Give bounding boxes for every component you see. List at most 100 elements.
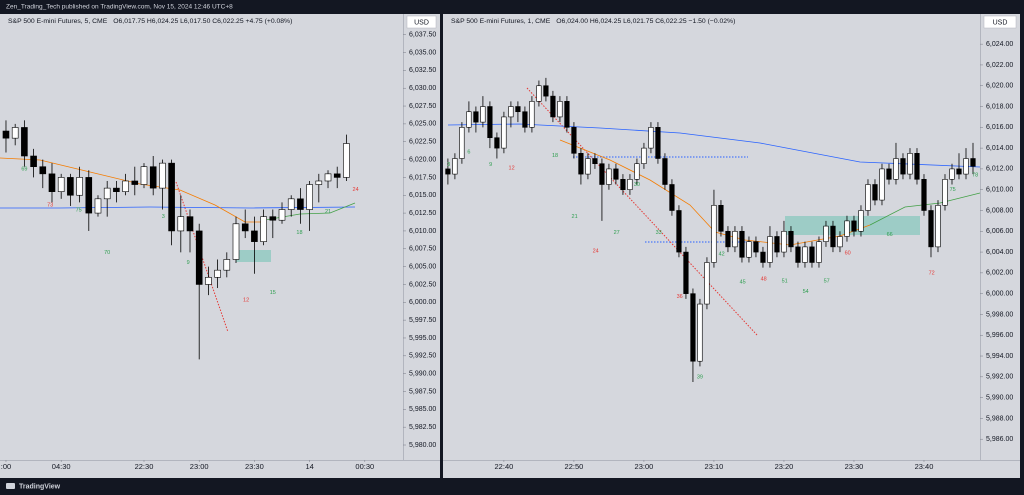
ma-line (0, 206, 356, 209)
bar-count-label: 9 (187, 260, 190, 266)
candle-body (592, 158, 598, 165)
candle-body (241, 223, 249, 232)
candle-body (949, 168, 955, 180)
candle-body (287, 198, 295, 210)
bar-count-label: 18 (552, 153, 558, 159)
candle-body (585, 158, 591, 175)
bar-count-label: 21 (325, 209, 331, 215)
y-tick-label: 5,997.50 (409, 317, 436, 324)
candle-body (641, 147, 647, 165)
candle-body (529, 101, 535, 128)
candle-body (501, 116, 507, 149)
candle-body (690, 293, 696, 362)
bar-count-label: 48 (761, 277, 767, 283)
candle-body (543, 85, 549, 97)
candle-body (94, 198, 102, 214)
candle-body (205, 277, 212, 285)
chart-legend: S&P 500 E-mini Futures, 5, CME (8, 18, 108, 25)
bar-count-label: 39 (697, 374, 703, 380)
candle-body (522, 111, 528, 128)
y-tick-label: 5,998.00 (986, 311, 1013, 318)
candle-body (39, 166, 47, 175)
y-tick-label: 6,002.00 (986, 270, 1013, 277)
candle-body (606, 168, 612, 185)
x-tick-label: 23:00 (635, 462, 654, 471)
candle-body (223, 259, 231, 271)
y-tick-label: 6,024.00 (986, 41, 1013, 48)
left-panel (0, 14, 440, 478)
candle-body (536, 85, 542, 102)
candle-body (131, 180, 139, 185)
y-tick-label: 5,980.00 (409, 442, 436, 449)
candle-body (739, 230, 745, 258)
y-tick-label: 6,037.50 (409, 32, 436, 39)
x-tick-label: 23:40 (915, 462, 934, 471)
candle-body (711, 204, 717, 263)
bar-count-label: 9 (489, 162, 492, 168)
candle-body (232, 223, 240, 260)
y-tick-label: 6,007.50 (409, 246, 436, 253)
candle-body (809, 246, 815, 263)
candle-body (177, 216, 185, 232)
candle-body (697, 303, 703, 362)
currency-box (406, 15, 437, 29)
candle-body (900, 158, 906, 175)
candle-body (445, 168, 451, 175)
y-tick-label: 6,015.00 (409, 192, 436, 199)
candle-body (214, 269, 221, 278)
candle-body (956, 168, 962, 175)
candle-body (269, 216, 277, 221)
candle-body (669, 184, 675, 211)
bar-count-label: 24 (593, 248, 599, 254)
candle-body (571, 127, 577, 154)
candle-body (830, 225, 836, 248)
y-tick-label: 6,030.00 (409, 85, 436, 92)
bar-count-label: 21 (572, 214, 578, 220)
candle-body (963, 158, 969, 175)
publish-header: Zen_Trading_Tech published on TradingVie… (6, 4, 233, 11)
y-tick-label: 6,012.00 (986, 166, 1013, 173)
x-tick-label: 14 (305, 462, 313, 471)
candle-body (278, 209, 286, 221)
y-tick-label: 6,006.00 (986, 228, 1013, 235)
y-tick-label: 6,027.50 (409, 103, 436, 110)
y-tick-label: 6,022.00 (986, 62, 1013, 69)
candle-body (251, 230, 258, 242)
y-tick-label: 6,004.00 (986, 249, 1013, 256)
candle-body (487, 106, 493, 139)
candle-body (315, 180, 323, 185)
bar-count-label: 3 (162, 214, 165, 220)
y-tick-label: 6,005.00 (409, 263, 436, 270)
bar-count-label: 6 (467, 150, 470, 156)
bar-count-label: 57 (824, 279, 830, 285)
candle-body (928, 210, 934, 248)
candle-body (2, 130, 10, 139)
bar-count-label: 54 (803, 289, 809, 295)
candle-body (802, 246, 808, 263)
candle-body (781, 230, 787, 253)
currency-label: USD (414, 19, 429, 26)
logo-icon (6, 483, 15, 489)
candle-body (676, 210, 682, 253)
candle-body (343, 143, 350, 178)
candle-body (648, 127, 654, 149)
bar-count-label: 33 (656, 230, 662, 236)
candle-body (113, 187, 120, 192)
candle-body (725, 230, 731, 248)
bar-count-label: 3 (447, 162, 450, 168)
candle-body (662, 158, 668, 185)
candle-body (837, 236, 843, 248)
bar-count-label: 12 (509, 165, 515, 171)
x-tick-label: 00:30 (355, 462, 374, 471)
candle-body (816, 241, 822, 263)
bar-count-label: 51 (782, 279, 788, 285)
candle-body (480, 106, 486, 123)
candle-body (76, 177, 83, 196)
candle-body (186, 216, 194, 232)
candle-body (704, 262, 710, 305)
bar-count-label: 24 (353, 187, 359, 193)
candle-body (872, 184, 878, 201)
candle-body (67, 177, 74, 196)
candle-body (508, 106, 514, 118)
y-tick-label: 5,990.00 (409, 370, 436, 377)
